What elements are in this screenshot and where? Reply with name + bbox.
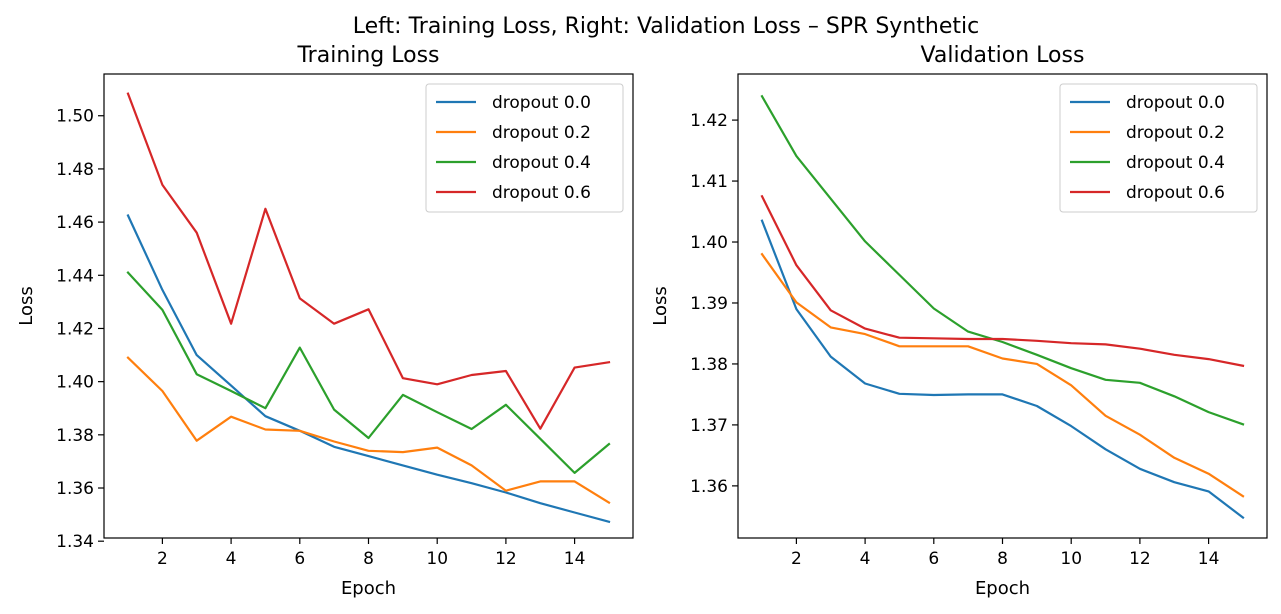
y-tick-label: 1.36 bbox=[56, 479, 94, 499]
axes-frame bbox=[103, 73, 634, 539]
x-tick-label: 6 bbox=[294, 549, 305, 569]
y-tick-label: 1.44 bbox=[56, 266, 94, 286]
y-tick-label: 1.36 bbox=[690, 477, 728, 497]
y-tick-label: 1.37 bbox=[690, 416, 728, 436]
legend-entry: dropout 0.2 bbox=[1126, 123, 1225, 143]
y-tick-label: 1.38 bbox=[56, 426, 94, 446]
figure-suptitle: Left: Training Loss, Right: Validation L… bbox=[353, 14, 979, 39]
x-tick-label: 2 bbox=[791, 549, 802, 569]
y-tick-label: 1.40 bbox=[56, 373, 94, 393]
axes-frame bbox=[737, 73, 1268, 539]
legend-entry: dropout 0.6 bbox=[492, 183, 591, 203]
y-tick-label: 1.42 bbox=[690, 111, 728, 131]
chart-title: Validation Loss bbox=[921, 43, 1085, 68]
legend-entry: dropout 0.4 bbox=[492, 153, 591, 173]
series-line-dropout-0-0 bbox=[760, 219, 1245, 520]
y-tick-label: 1.42 bbox=[56, 319, 94, 339]
x-tick-label: 10 bbox=[426, 549, 448, 569]
y-tick-label: 1.41 bbox=[690, 172, 728, 192]
y-tick-label: 1.40 bbox=[690, 233, 728, 253]
x-tick-label: 14 bbox=[1198, 549, 1220, 569]
series-line-dropout-0-0 bbox=[126, 214, 611, 524]
legend-entry: dropout 0.4 bbox=[1126, 153, 1225, 173]
x-tick-label: 2 bbox=[157, 549, 168, 569]
x-tick-label: 8 bbox=[363, 549, 374, 569]
series-line-dropout-0-4 bbox=[126, 271, 611, 474]
x-tick-label: 6 bbox=[928, 549, 939, 569]
legend-entry: dropout 0.2 bbox=[492, 123, 591, 143]
series-line-dropout-0-6 bbox=[760, 194, 1245, 368]
legend-entry: dropout 0.0 bbox=[492, 93, 591, 113]
chart-title: Training Loss bbox=[296, 43, 439, 68]
y-tick-label: 1.38 bbox=[690, 355, 728, 375]
x-tick-label: 14 bbox=[564, 549, 586, 569]
legend-entry: dropout 0.0 bbox=[1126, 93, 1225, 113]
legend-entry: dropout 0.6 bbox=[1126, 183, 1225, 203]
y-tick-label: 1.46 bbox=[56, 213, 94, 233]
legend-box bbox=[1059, 83, 1258, 213]
x-tick-label: 8 bbox=[997, 549, 1008, 569]
series-line-dropout-0-6 bbox=[126, 92, 611, 430]
x-axis-label: Epoch bbox=[975, 578, 1030, 599]
y-axis-label: Loss bbox=[16, 286, 37, 325]
y-tick-label: 1.34 bbox=[56, 532, 94, 552]
x-axis-label: Epoch bbox=[341, 578, 396, 599]
series-line-dropout-0-2 bbox=[126, 356, 611, 505]
series-line-dropout-0-4 bbox=[760, 94, 1245, 426]
x-tick-label: 4 bbox=[860, 549, 871, 569]
y-axis-label: Loss bbox=[650, 286, 671, 325]
validation-loss-panel: Validation Loss Epoch Loss 2 4 6 8 10 12 14 1.36 1.… bbox=[650, 43, 1268, 599]
y-tick-label: 1.50 bbox=[56, 107, 94, 127]
x-tick-label: 12 bbox=[1129, 549, 1151, 569]
y-tick-label: 1.39 bbox=[690, 294, 728, 314]
y-tick-label: 1.48 bbox=[56, 160, 94, 180]
x-tick-label: 4 bbox=[226, 549, 237, 569]
training-loss-panel: Training Loss Epoch Loss 2 4 6 8 10 12 14 1.34 1.36… bbox=[16, 43, 634, 599]
x-tick-label: 12 bbox=[495, 549, 517, 569]
legend-box bbox=[425, 83, 624, 213]
series-line-dropout-0-2 bbox=[760, 252, 1245, 498]
x-tick-label: 10 bbox=[1060, 549, 1082, 569]
